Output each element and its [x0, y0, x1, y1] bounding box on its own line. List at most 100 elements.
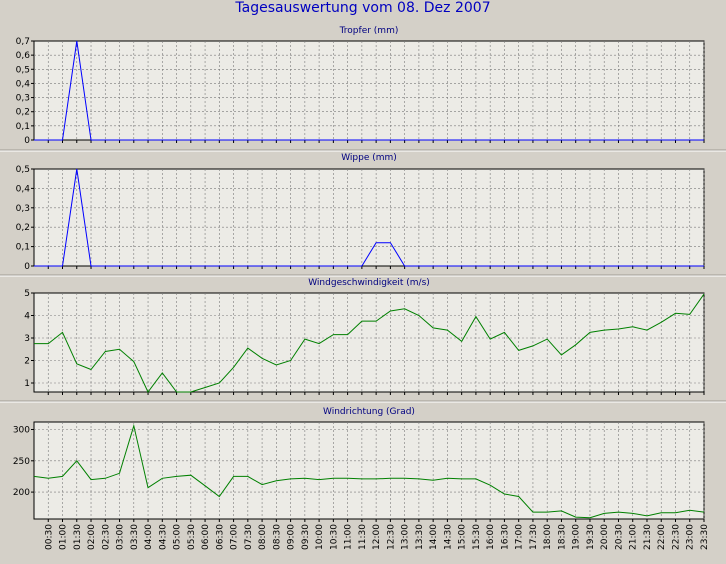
series-line — [34, 168, 704, 267]
x-tick-label: 23:30 — [700, 524, 710, 550]
data-point — [261, 357, 263, 359]
data-point — [375, 320, 377, 322]
data-point — [403, 139, 405, 141]
data-point — [660, 139, 662, 141]
data-point — [61, 475, 63, 477]
y-tick-label: 0,5 — [16, 165, 30, 175]
data-point — [332, 333, 334, 335]
data-point — [689, 313, 691, 315]
plot-area — [33, 292, 705, 393]
plot-area — [33, 421, 705, 520]
y-tick-label: 0,6 — [16, 51, 31, 61]
data-point — [247, 347, 249, 349]
data-point — [503, 139, 505, 141]
x-tick-label: 20:00 — [600, 524, 610, 550]
data-point — [674, 312, 676, 314]
data-point — [61, 331, 63, 333]
data-point — [204, 485, 206, 487]
data-point — [389, 310, 391, 312]
x-axis-labels: 00:30 01:00 01:30 02:00 02:30 03:00 03:30 04:00… — [44, 524, 710, 550]
data-point — [218, 265, 220, 267]
data-point — [361, 478, 363, 480]
data-point — [403, 477, 405, 479]
data-point — [147, 487, 149, 489]
data-point — [674, 512, 676, 514]
data-point — [247, 475, 249, 477]
data-point — [118, 472, 120, 474]
x-tick-label: 16:30 — [500, 524, 510, 550]
y-tick-label: 4 — [24, 312, 30, 322]
x-tick-label: 15:30 — [472, 524, 482, 550]
data-point — [90, 265, 92, 267]
data-point — [104, 350, 106, 352]
data-point — [517, 495, 519, 497]
x-tick-label: 07:00 — [230, 524, 240, 550]
series-line — [33, 423, 705, 519]
data-point — [47, 477, 49, 479]
data-point — [218, 382, 220, 384]
data-point — [660, 265, 662, 267]
x-tick-label: 18:00 — [543, 524, 553, 550]
data-point — [90, 478, 92, 480]
data-point — [346, 265, 348, 267]
data-point — [418, 265, 420, 267]
data-point — [61, 139, 63, 141]
y-tick-label: 0,1 — [16, 122, 30, 132]
data-point — [446, 477, 448, 479]
data-point — [603, 329, 605, 331]
data-point — [617, 328, 619, 330]
data-point — [361, 265, 363, 267]
data-point — [517, 265, 519, 267]
y-tick-label: 250 — [13, 457, 30, 467]
data-point — [560, 139, 562, 141]
data-point — [190, 474, 192, 476]
data-point — [304, 477, 306, 479]
data-point — [47, 342, 49, 344]
data-point — [532, 139, 534, 141]
data-point — [532, 345, 534, 347]
data-point — [161, 372, 163, 374]
x-tick-label: 18:30 — [557, 524, 567, 550]
data-point — [589, 265, 591, 267]
data-point — [33, 342, 35, 344]
panel-3: Windgeschwindigkeit (m/s) 1 2 3 4 5 — [0, 278, 726, 403]
x-tick-label: 05:00 — [173, 524, 183, 550]
panel-1: Tropfer (mm) 0 0,1 0,2 0,3 0,4 0,5 0,6 0,7 — [0, 26, 726, 152]
data-point — [204, 386, 206, 388]
panel-title: Windgeschwindigkeit (m/s) — [308, 278, 430, 288]
x-tick-label: 11:00 — [344, 524, 354, 550]
data-point — [589, 517, 591, 519]
data-point — [575, 139, 577, 141]
data-point — [432, 327, 434, 329]
x-tick-label: 01:30 — [73, 524, 83, 550]
data-point — [318, 478, 320, 480]
data-point — [289, 359, 291, 361]
data-point — [318, 342, 320, 344]
data-point — [432, 479, 434, 481]
y-tick-label: 3 — [24, 334, 30, 344]
x-tick-label: 23:00 — [686, 524, 696, 550]
x-tick-label: 03:00 — [116, 524, 126, 550]
data-point — [418, 139, 420, 141]
data-point — [361, 139, 363, 141]
data-point — [133, 265, 135, 267]
data-point — [603, 265, 605, 267]
data-point — [674, 265, 676, 267]
data-point — [703, 139, 705, 141]
data-point — [389, 242, 391, 244]
data-point — [532, 265, 534, 267]
data-point — [560, 510, 562, 512]
x-tick-label: 10:00 — [315, 524, 325, 550]
data-point — [232, 265, 234, 267]
data-point — [489, 338, 491, 340]
data-point — [632, 265, 634, 267]
data-point — [318, 265, 320, 267]
data-point — [403, 265, 405, 267]
x-tick-label: 08:00 — [258, 524, 268, 550]
y-tick-label: 0,4 — [16, 79, 31, 89]
data-point — [603, 139, 605, 141]
data-point — [147, 265, 149, 267]
data-point — [232, 475, 234, 477]
data-point — [289, 139, 291, 141]
data-point — [289, 265, 291, 267]
